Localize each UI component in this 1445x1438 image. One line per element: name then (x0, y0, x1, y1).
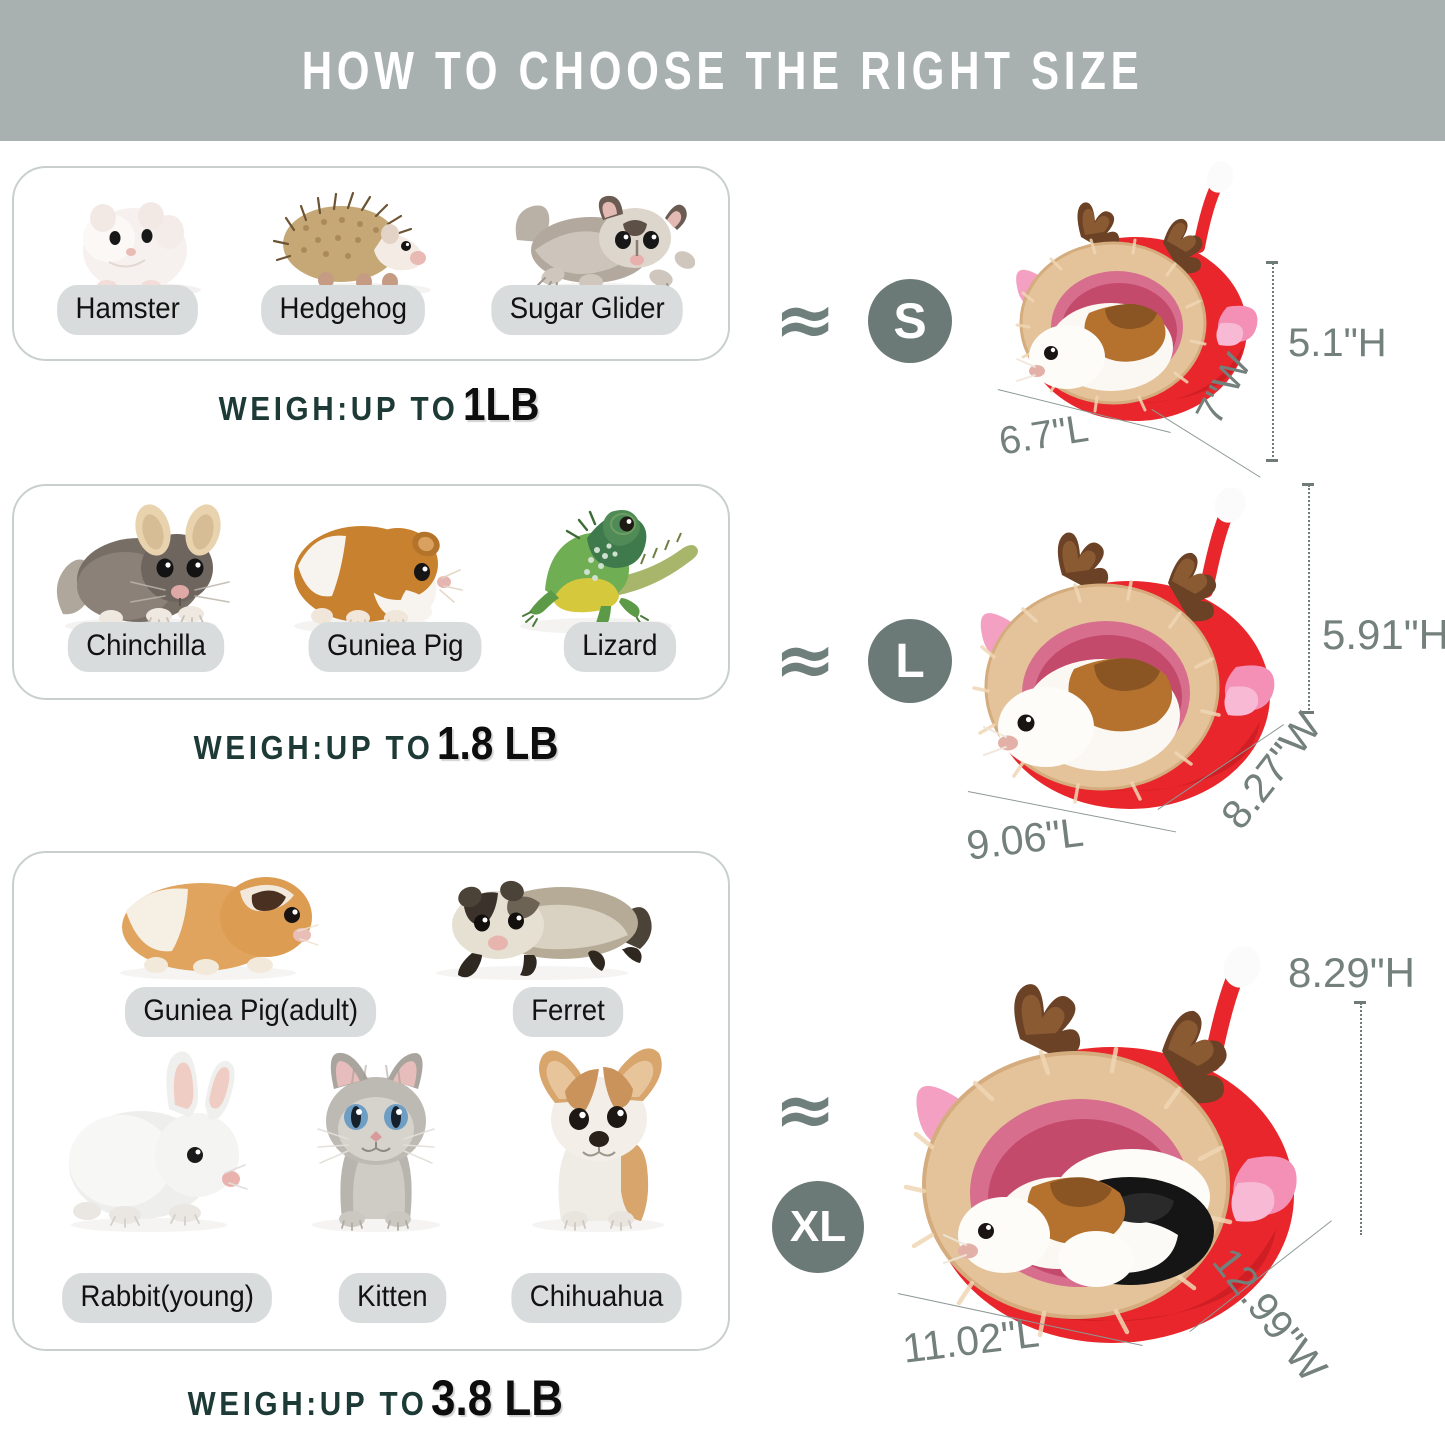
group-small-card: Hamster Hedgehog Sugar Glider (12, 166, 730, 361)
approx-icon-small: ≈ (774, 277, 837, 363)
size-badge-small-label: S (893, 293, 927, 349)
group-large-labels: Chinchilla Guniea Pig Lizard (14, 622, 728, 672)
ferret-photo (412, 861, 652, 981)
animal-groups-column: Hamster Hedgehog Sugar Glider WEIGH:UP T… (0, 141, 760, 1438)
size-badge-large-label: L (895, 634, 925, 688)
page-title: HOW TO CHOOSE THE RIGHT SIZE (301, 40, 1144, 101)
dimension-height-xlarge: 8.29"H (1288, 949, 1415, 996)
animal-label-guinea-pig: Guniea Pig (308, 622, 482, 672)
weigh-prefix: WEIGH:UP TO (193, 729, 434, 766)
animal-label-kitten: Kitten (338, 1273, 447, 1323)
height-tick-top-large (1302, 483, 1314, 486)
weigh-value: 1LB (462, 378, 540, 430)
header-banner: HOW TO CHOOSE THE RIGHT SIZE (0, 0, 1445, 141)
height-tick-bottom-large (1302, 711, 1314, 714)
animal-label-chinchilla: Chinchilla (67, 622, 225, 672)
weigh-xlarge: WEIGH:UP TO 3.8 LB (12, 1369, 730, 1427)
group-xlarge: Guniea Pig(adult) Ferret (12, 851, 730, 1427)
product-sizes-column: ≈ S (760, 141, 1445, 1438)
size-badge-large: L (868, 619, 952, 703)
animal-label-ferret: Ferret (512, 987, 624, 1037)
pet-bed-large (950, 471, 1310, 831)
height-guide-small (1272, 263, 1274, 461)
size-badge-xlarge-label: XL (789, 1202, 847, 1251)
animal-label-chihuahua: Chihuahua (511, 1273, 682, 1323)
weigh-large: WEIGH:UP TO 1.8 LB (12, 716, 730, 770)
weigh-prefix: WEIGH:UP TO (218, 390, 459, 427)
sugar-glider-photo (495, 178, 695, 300)
hamster-photo (47, 178, 227, 300)
height-guide-large (1308, 485, 1310, 713)
animal-label-rabbit: Rabbit(young) (61, 1273, 272, 1323)
dimension-height-large: 5.91"H (1322, 611, 1445, 658)
group-xlarge-photos-row2 (14, 1037, 728, 1233)
lizard-photo (491, 494, 701, 636)
group-xlarge-labels-row1: Guniea Pig(adult) Ferret (14, 981, 728, 1037)
group-small-labels: Hamster Hedgehog Sugar Glider (14, 285, 728, 335)
size-badge-xlarge: XL (772, 1181, 864, 1273)
weigh-prefix: WEIGH:UP TO (187, 1385, 428, 1422)
group-large: Chinchilla Guniea Pig Lizard WEIGH:UP TO… (12, 484, 730, 770)
rabbit-photo (49, 1043, 249, 1233)
animal-label-guinea-pig-adult: Guniea Pig(adult) (125, 987, 377, 1037)
animal-label-lizard: Lizard (564, 622, 677, 672)
kitten-photo (286, 1043, 466, 1233)
animal-label-hedgehog: Hedgehog (261, 285, 426, 335)
weigh-small: WEIGH:UP TO 1LB (12, 377, 730, 431)
guinea-pig-photo (266, 494, 466, 636)
weigh-value: 1.8 LB (437, 717, 559, 769)
weigh-value: 3.8 LB (431, 1370, 564, 1426)
group-small: Hamster Hedgehog Sugar Glider WEIGH:UP T… (12, 166, 730, 431)
height-tick-top-xlarge (1354, 1001, 1366, 1004)
group-large-photos (14, 486, 728, 636)
dimension-height-small: 5.1"H (1288, 321, 1387, 365)
group-xlarge-card: Guniea Pig(adult) Ferret (12, 851, 730, 1351)
approx-icon-xlarge: ≈ (774, 1067, 837, 1153)
approx-icon-large: ≈ (774, 617, 837, 703)
height-guide-xlarge (1360, 1003, 1362, 1235)
guinea-pig-adult-photo (90, 861, 320, 981)
group-large-card: Chinchilla Guniea Pig Lizard (12, 484, 730, 700)
height-tick-bottom-small (1266, 459, 1278, 462)
size-badge-small: S (868, 279, 952, 363)
hedgehog-photo (266, 178, 456, 300)
group-xlarge-photos-row1 (14, 853, 728, 981)
chihuahua-photo (503, 1043, 693, 1233)
chinchilla-photo (41, 494, 241, 636)
animal-label-sugar-glider: Sugar Glider (490, 285, 683, 335)
height-tick-top-small (1266, 261, 1278, 264)
group-xlarge-labels-row2: Rabbit(young) Kitten Chihuahua (14, 1273, 728, 1323)
pet-bed-small (985, 151, 1285, 451)
animal-label-hamster: Hamster (57, 285, 199, 335)
pet-bed-xlarge (880, 901, 1350, 1371)
group-small-photos (14, 168, 728, 300)
